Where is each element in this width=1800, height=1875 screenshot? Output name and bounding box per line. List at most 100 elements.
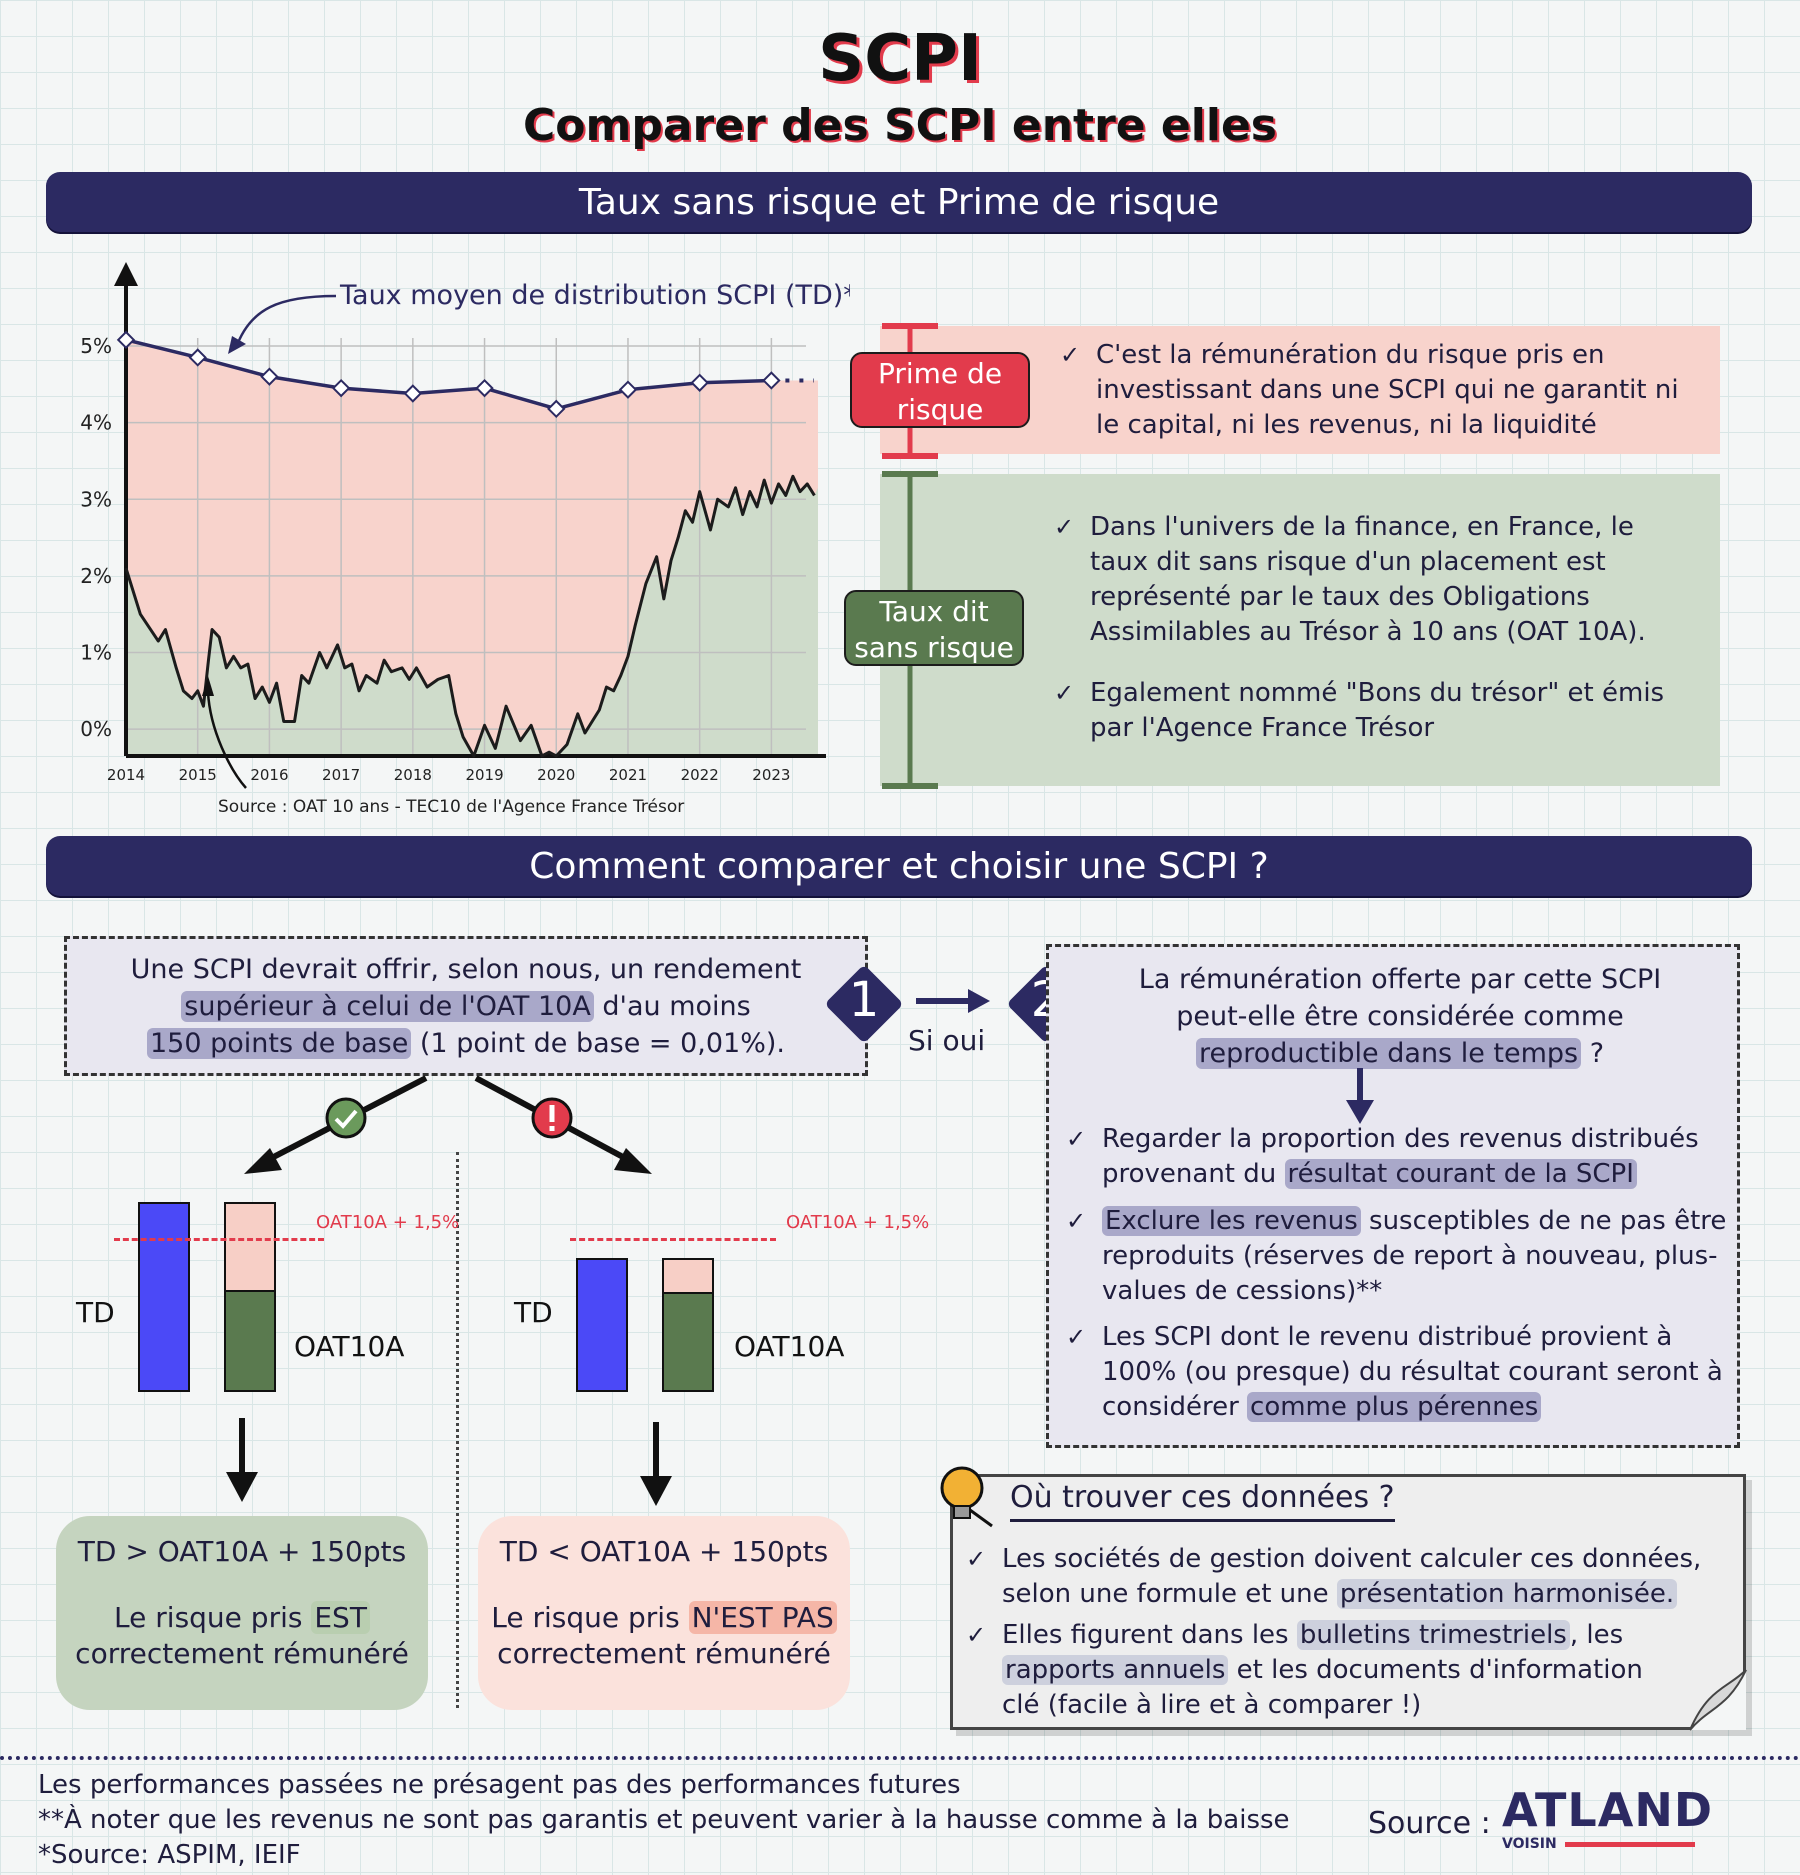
td-label-bad: TD bbox=[514, 1296, 553, 1329]
step2-item-3: ✓ Les SCPI dont le revenu distribué prov… bbox=[1066, 1320, 1730, 1425]
step1-line2-rest: d'au moins bbox=[593, 991, 751, 1022]
check-icon: ✓ bbox=[1060, 341, 1081, 369]
y-tick-label: 4% bbox=[80, 411, 112, 435]
prime-item: ✓ C'est la rémunération du risque pris e… bbox=[1060, 338, 1700, 443]
check-icon: ✓ bbox=[1066, 1125, 1087, 1153]
x-tick-label: 2019 bbox=[465, 766, 503, 784]
oat-pointer-arrow bbox=[206, 691, 247, 789]
td-point bbox=[618, 380, 638, 399]
sans-risque-tag-label: Taux dit sans risque bbox=[854, 595, 1014, 664]
prime-tag-label: Prime de risque bbox=[877, 357, 1003, 426]
x-tick-label: 2014 bbox=[107, 766, 145, 784]
arrow-down-icon bbox=[226, 1418, 258, 1502]
td-annotation: Taux moyen de distribution SCPI (TD)* bbox=[339, 280, 850, 311]
step1-highlight-bp: 150 points de base bbox=[146, 1028, 412, 1059]
note-item2-text-c: et les documents d'information clé (faci… bbox=[1002, 1655, 1643, 1720]
sans-item-1-text: Dans l'univers de la finance, en France,… bbox=[1090, 512, 1646, 647]
step1-line3-rest: (1 point de base = 0,01%). bbox=[411, 1028, 786, 1059]
step1-line1: Une SCPI devrait offrir, selon nous, un … bbox=[130, 954, 802, 985]
logo-underline bbox=[1564, 1841, 1695, 1847]
x-tick-label: 2015 bbox=[179, 766, 217, 784]
step1-box: Une SCPI devrait offrir, selon nous, un … bbox=[64, 936, 868, 1076]
divider bbox=[456, 1152, 459, 1708]
page-title: SCPI bbox=[818, 22, 982, 96]
result-good-formula: TD > OAT10A + 150pts bbox=[77, 1535, 407, 1568]
note-item2-highlight-1: bulletins trimestriels bbox=[1296, 1620, 1570, 1650]
td-oat-line-chart: 5% 4% 3% 2% 1% 0% 2014 2015 2016 2017 2018 2019 2020… bbox=[80, 262, 850, 817]
x-tick-label: 2022 bbox=[681, 766, 719, 784]
td-point bbox=[116, 330, 136, 350]
x-tick-label: 2023 bbox=[752, 766, 790, 784]
td-point bbox=[403, 384, 423, 403]
footer-divider bbox=[0, 1756, 1800, 1760]
page-subtitle: Comparer des SCPI entre elles bbox=[523, 100, 1277, 151]
arrow-down-icon bbox=[640, 1422, 672, 1506]
note-item1-highlight: présentation harmonisée. bbox=[1336, 1579, 1678, 1609]
x-tick-label: 2020 bbox=[537, 766, 575, 784]
td-bar-good bbox=[138, 1202, 190, 1392]
result-bad-formula: TD < OAT10A + 150pts bbox=[499, 1535, 829, 1568]
prime-tag: Prime de risque bbox=[850, 352, 1030, 428]
prime-bar-good bbox=[224, 1202, 276, 1290]
td-series-line bbox=[125, 338, 772, 411]
step2-item2-text: susceptibles de ne pas être reproduits (… bbox=[1102, 1206, 1727, 1306]
result-bad: TD < OAT10A + 150pts Le risque pris N'ES… bbox=[478, 1516, 850, 1710]
arrow-down-icon bbox=[1346, 1068, 1374, 1124]
section-banner-risk: Taux sans risque et Prime de risque bbox=[46, 172, 1752, 232]
check-icon: ✓ bbox=[1066, 1323, 1087, 1351]
note-item-2: ✓ Elles figurent dans les bulletins trim… bbox=[966, 1618, 1686, 1723]
step1-number: 1 bbox=[848, 972, 880, 1028]
atland-logo: ATLAND VOISIN bbox=[1502, 1784, 1722, 1864]
sans-item-2: ✓ Egalement nommé "Bons du trésor" et ém… bbox=[1054, 676, 1694, 746]
step2-box: La rémunération offerte par cette SCPI p… bbox=[1046, 944, 1740, 1448]
oat-bar-bad bbox=[662, 1292, 714, 1392]
check-icon: ✓ bbox=[966, 1621, 987, 1649]
step2-item1-highlight: résultat courant de la SCPI bbox=[1284, 1159, 1637, 1189]
note-item2-text-a: Elles figurent dans les bbox=[1002, 1620, 1297, 1650]
td-annotation-arrow bbox=[234, 294, 337, 349]
step2-item3-text: Les SCPI dont le revenu distribué provie… bbox=[1102, 1322, 1723, 1422]
td-label-good: TD bbox=[76, 1296, 115, 1329]
footer-disclaimer: Les performances passées ne présagent pa… bbox=[38, 1768, 1338, 1873]
note-item2-highlight-2: rapports annuels bbox=[1002, 1655, 1229, 1685]
threshold-line-bad bbox=[570, 1238, 776, 1241]
x-tick-label: 2017 bbox=[322, 766, 360, 784]
note-item1-text: Les sociétés de gestion doivent calculer… bbox=[1002, 1544, 1702, 1609]
footer-line-2: **À noter que les revenus ne sont pas ga… bbox=[38, 1805, 1290, 1835]
result-good-text-2: correctement rémunéré bbox=[75, 1637, 409, 1670]
x-tick-label: 2016 bbox=[250, 766, 288, 784]
section-banner-compare-label: Comment comparer et choisir une SCPI ? bbox=[529, 845, 1269, 887]
step2-item-2: ✓ Exclure les revenus susceptibles de ne… bbox=[1066, 1204, 1730, 1309]
arrow-right-icon bbox=[916, 989, 990, 1013]
check-icon: ✓ bbox=[1066, 1207, 1087, 1235]
check-circle-icon bbox=[325, 1097, 367, 1139]
td-annotation-arrowhead bbox=[228, 336, 246, 354]
step2-line1: La rémunération offerte par cette SCPI bbox=[1138, 964, 1662, 995]
footer-line-1: Les performances passées ne présagent pa… bbox=[38, 1770, 961, 1800]
result-good-text: Le risque pris bbox=[114, 1601, 312, 1634]
td-point bbox=[331, 378, 351, 398]
chart-source: Source : OAT 10 ans - TEC10 de l'Agence … bbox=[218, 797, 684, 817]
result-bad-highlight: N'EST PAS bbox=[688, 1601, 837, 1634]
y-tick-label: 3% bbox=[80, 487, 112, 511]
split-arrows bbox=[244, 1075, 652, 1174]
oat-area bbox=[126, 476, 818, 756]
prime-text: C'est la rémunération du risque pris en … bbox=[1096, 340, 1679, 440]
step2-line2: peut-elle être considérée comme bbox=[1176, 1001, 1624, 1032]
y-tick-label: 0% bbox=[80, 717, 112, 741]
x-tick-label: 2021 bbox=[609, 766, 647, 784]
step2-question-mark: ? bbox=[1581, 1038, 1605, 1069]
oat-label-bad: OAT10A bbox=[734, 1330, 845, 1363]
td-point bbox=[188, 348, 207, 367]
result-good: TD > OAT10A + 150pts Le risque pris EST … bbox=[56, 1516, 428, 1710]
footer-line-3: *Source: ASPIM, IEIF bbox=[38, 1840, 301, 1870]
prime-bar-bad bbox=[662, 1258, 714, 1292]
y-axis-arrow bbox=[114, 262, 138, 286]
sans-item-2-text: Egalement nommé "Bons du trésor" et émis… bbox=[1090, 678, 1665, 743]
y-tick-label: 2% bbox=[80, 564, 112, 588]
logo-sub: VOISIN bbox=[1502, 1836, 1557, 1852]
section-banner-risk-label: Taux sans risque et Prime de risque bbox=[578, 181, 1220, 223]
oat-label-good: OAT10A bbox=[294, 1330, 405, 1363]
exclamation-circle-icon bbox=[531, 1097, 573, 1139]
step2-item2-highlight: Exclure les revenus bbox=[1102, 1206, 1361, 1236]
